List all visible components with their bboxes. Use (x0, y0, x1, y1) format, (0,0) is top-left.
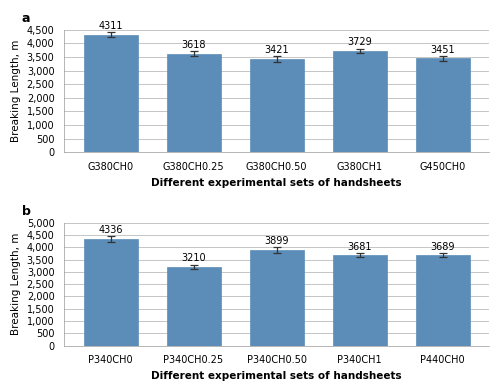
Text: 3689: 3689 (430, 242, 455, 252)
Bar (250, 250, 304, 346)
Text: 3451: 3451 (430, 45, 455, 54)
Bar (166, 267, 220, 346)
Y-axis label: Breaking Length, m: Breaking Length, m (11, 40, 21, 142)
Text: 3899: 3899 (264, 236, 289, 246)
Bar (250, 59, 304, 152)
Text: 3681: 3681 (348, 242, 372, 252)
X-axis label: Different experimental sets of handsheets: Different experimental sets of handsheet… (152, 178, 402, 188)
Text: 3729: 3729 (347, 37, 372, 47)
Text: b: b (22, 205, 30, 218)
X-axis label: Different experimental sets of handsheets: Different experimental sets of handsheet… (152, 371, 402, 381)
Bar (332, 255, 386, 346)
Text: 4336: 4336 (98, 225, 123, 235)
Bar (84, 35, 138, 152)
Text: 3618: 3618 (182, 40, 206, 50)
Bar (84, 239, 138, 346)
Bar (332, 51, 386, 152)
Y-axis label: Breaking Length, m: Breaking Length, m (11, 233, 21, 336)
Text: 3421: 3421 (264, 45, 289, 55)
Bar (166, 54, 220, 152)
Text: 4311: 4311 (98, 21, 123, 31)
Bar (416, 58, 470, 152)
Text: 3210: 3210 (181, 253, 206, 263)
Text: a: a (22, 12, 30, 25)
Bar (416, 255, 470, 346)
